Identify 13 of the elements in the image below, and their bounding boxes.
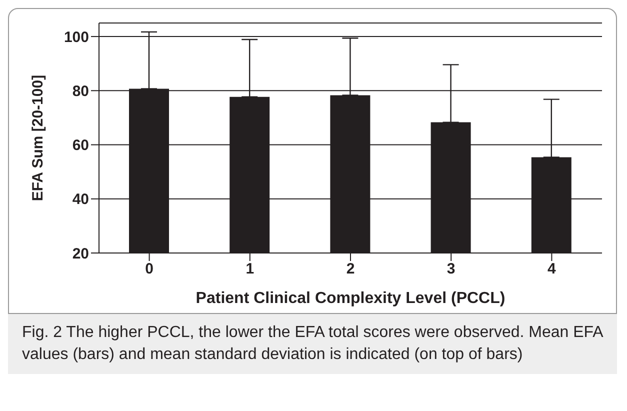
y-tick-label: 20	[72, 245, 89, 262]
x-tick-label: 3	[446, 260, 456, 278]
y-tick-label: 80	[72, 82, 89, 100]
x-tick-label: 4	[548, 260, 557, 278]
y-axis-title: EFA Sum [20-100]	[29, 74, 46, 202]
x-tick-label: 0	[145, 260, 154, 278]
y-tick-label: 40	[72, 191, 89, 208]
y-tick-label: 60	[72, 137, 89, 154]
x-tick-label: 1	[246, 260, 254, 278]
caption: Fig. 2 The higher PCCL, the lower the EFA total scores were observed. Mean EFA values (bars) and mean standard deviation is indicated (on top of bars)	[22, 323, 603, 365]
x-tick-label: 2	[346, 260, 355, 278]
x-axis-title: Patient Clinical Complexity Level (PCCL)	[196, 290, 506, 307]
y-tick-label: 100	[64, 28, 89, 46]
